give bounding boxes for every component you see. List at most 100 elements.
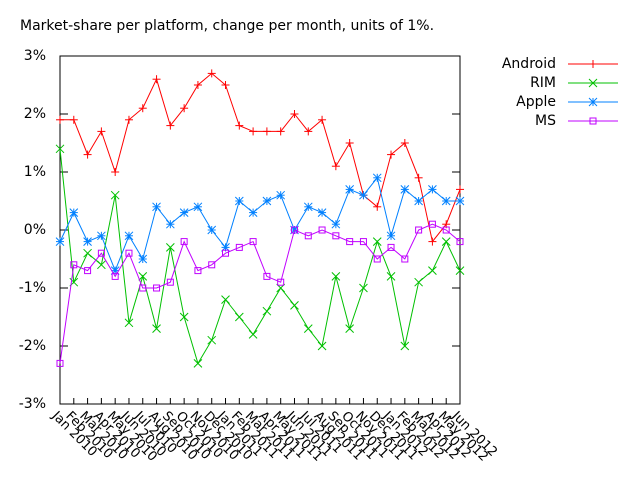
- point: [165, 219, 175, 229]
- point: [193, 359, 203, 368]
- point: [179, 312, 189, 322]
- marker-part: [138, 272, 148, 281]
- point: [165, 243, 175, 252]
- point: [97, 231, 106, 241]
- marker-part: [97, 231, 106, 241]
- point: [262, 306, 272, 316]
- marker-part: [290, 301, 299, 310]
- marker-part: [152, 202, 161, 212]
- point: [262, 196, 272, 206]
- point: [276, 127, 285, 136]
- point: [263, 272, 271, 280]
- marker-part: [359, 238, 367, 246]
- point: [303, 202, 313, 212]
- marker-part: [207, 335, 217, 345]
- point: [69, 208, 79, 217]
- point: [124, 318, 134, 328]
- point: [56, 359, 64, 367]
- point: [332, 232, 340, 240]
- point: [345, 324, 355, 333]
- point: [277, 278, 285, 286]
- point: [194, 267, 202, 275]
- marker-part: [235, 243, 243, 251]
- point: [331, 162, 340, 171]
- point: [138, 272, 148, 281]
- point: [373, 255, 381, 263]
- marker-part: [179, 208, 189, 217]
- point: [166, 278, 174, 286]
- point: [234, 196, 244, 206]
- point: [400, 139, 409, 147]
- marker-part: [414, 277, 423, 287]
- point: [207, 335, 217, 345]
- point: [248, 208, 258, 217]
- marker-part: [262, 196, 272, 206]
- point: [387, 150, 396, 159]
- point: [221, 81, 230, 89]
- point: [69, 115, 78, 124]
- marker-part: [194, 267, 202, 275]
- marker-part: [400, 341, 410, 351]
- marker-part: [207, 225, 217, 235]
- marker-part: [262, 306, 272, 316]
- point: [359, 283, 368, 293]
- point: [428, 220, 436, 228]
- y-tick-label: 2%: [24, 106, 46, 122]
- point: [110, 190, 120, 200]
- point: [290, 226, 298, 234]
- point: [153, 284, 161, 292]
- point: [83, 248, 92, 258]
- legend-label: Apple: [516, 94, 556, 110]
- point: [193, 81, 202, 89]
- point: [56, 115, 64, 124]
- point: [152, 202, 161, 212]
- point: [387, 243, 395, 251]
- point: [442, 226, 450, 234]
- point: [235, 243, 243, 251]
- marker-part: [415, 226, 423, 234]
- marker-part: [152, 324, 161, 333]
- point: [221, 295, 230, 304]
- point: [139, 284, 147, 292]
- marker-part: [111, 272, 119, 280]
- point: [152, 75, 161, 84]
- point: [317, 208, 327, 217]
- point: [456, 238, 464, 246]
- legend-label: Android: [502, 56, 556, 72]
- point: [303, 324, 313, 333]
- point: [111, 272, 119, 280]
- y-tick-label: -3%: [19, 396, 46, 412]
- marker-part: [222, 249, 230, 257]
- marker-part: [318, 226, 326, 234]
- point: [208, 261, 216, 269]
- marker-part: [441, 196, 451, 206]
- marker-part: [589, 117, 597, 125]
- marker-part: [153, 284, 161, 292]
- point: [124, 231, 134, 241]
- marker-part: [208, 261, 216, 269]
- marker-part: [55, 237, 65, 246]
- point: [359, 238, 367, 246]
- point: [331, 219, 341, 229]
- point: [304, 127, 313, 136]
- point: [345, 185, 355, 194]
- y-tick-label: 3%: [24, 48, 46, 64]
- point: [455, 196, 465, 206]
- y-tick-label: 1%: [24, 164, 46, 180]
- point: [290, 301, 299, 310]
- marker-part: [110, 190, 120, 200]
- point: [317, 341, 327, 351]
- marker-part: [69, 208, 79, 217]
- marker-part: [165, 219, 175, 229]
- marker-part: [428, 266, 437, 275]
- plot-border: [59, 55, 461, 405]
- point: [180, 238, 188, 246]
- point: [345, 139, 354, 147]
- point: [441, 196, 451, 206]
- marker-part: [400, 185, 410, 194]
- point: [414, 196, 423, 206]
- marker-part: [414, 196, 423, 206]
- marker-part: [386, 231, 396, 241]
- point: [386, 231, 396, 241]
- marker-part: [317, 341, 327, 351]
